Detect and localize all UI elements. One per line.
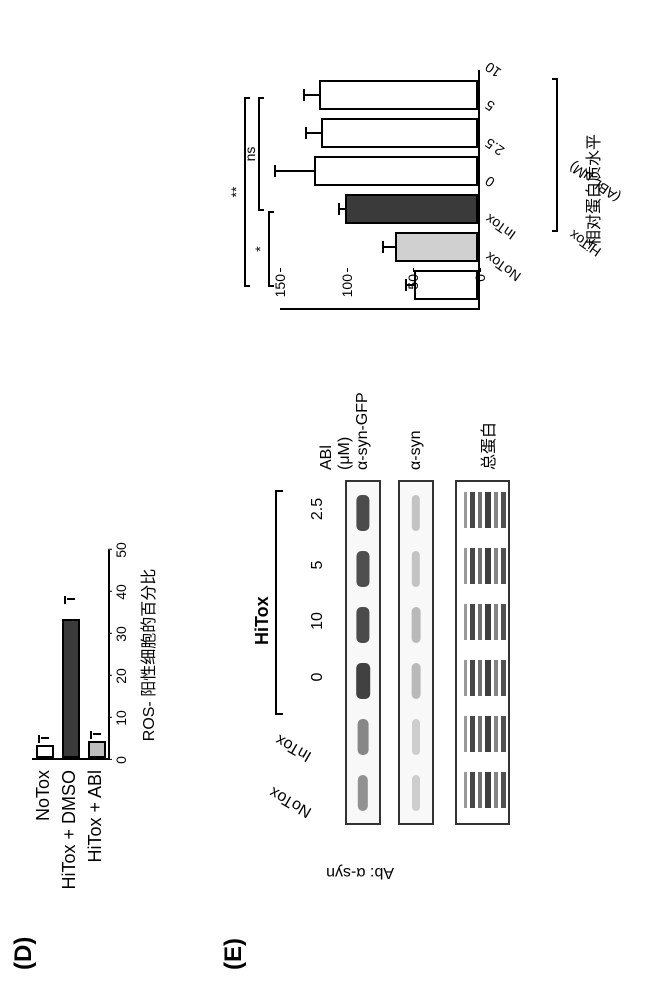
d-xtick: 50 [113,542,129,558]
row-label-asyn: α-syn [407,350,425,470]
sig-line-1 [258,97,264,211]
sig-text-2: ** [228,187,244,198]
total-protein-gel [455,480,510,825]
blot-band [356,663,370,699]
e-hitox-bracket [552,78,558,232]
d-bar-1 [62,619,80,758]
blot-band [412,495,420,531]
gel-lane-0 [460,769,505,811]
d-bar-2 [88,741,106,758]
e-bar-5 [319,80,478,110]
blot-row-1 [398,480,434,825]
blot-band [412,663,421,699]
d-err-1 [67,598,75,619]
blot-band [358,775,368,811]
d-cat-1: HiTox + DMSO [56,770,82,970]
blot-band [356,495,369,531]
d-cat-0: NoTox [30,770,56,970]
e-plot-area [280,70,480,310]
d-err-0 [41,737,49,745]
d-xtick: 0 [113,756,129,764]
e-errorbar-4 [305,132,321,134]
e-bar-2 [345,194,478,224]
blot-band [412,719,420,755]
e-bar-4 [321,118,478,148]
gel-lane-5 [460,489,505,531]
e-bar-3 [314,156,478,186]
blot-row-0 [345,480,381,825]
gel-lane-3 [460,601,505,643]
e-errorbar-3 [274,170,314,172]
d-xtick: 30 [113,626,129,642]
e-yaxis-label: 相对蛋白质水平 [580,80,604,300]
blot-band [412,775,420,811]
e-bar-chart: *ns** 050100150 NoToxInTox02.5510 HiTox … [250,30,580,360]
antibody-label: Ab: α-syn [326,863,394,881]
gel-lane-2 [460,657,505,699]
e-errorbar-2 [338,208,345,210]
hitox-lane-0: 0 [309,673,327,682]
d-bar-0 [36,745,54,758]
e-ytick: 100 [339,274,355,314]
hitox-lane-1: 10 [309,612,327,630]
hitox-lane-2: 5 [309,561,327,570]
d-xtick: 40 [113,584,129,600]
row-label-gfp: α-syn-GFP [354,350,372,470]
d-category-labels: NoTox HiTox + DMSO HiTox + ABl [30,770,108,970]
sig-text-0: * [252,246,268,251]
hitox-label: HiTox [252,596,273,645]
sig-line-2 [244,97,250,287]
e-bar-0 [414,270,478,300]
hitox-bracket [275,490,283,715]
gel-lane-1 [460,713,505,755]
d-xaxis-label: ROS- 阳性细胞的百分比 [135,550,159,760]
row-label-total: 总蛋白 [475,350,499,470]
e-ytick: 150 [272,274,288,314]
lane-label-notox: NoTox [267,782,315,820]
blot-band [412,607,421,643]
blot-band [358,719,369,755]
panel-d: (D) NoTox HiTox + DMSO HiTox + ABl 01020… [10,510,190,970]
e-ytick: 50 [405,274,421,314]
lane-label-intox: InTox [273,730,315,765]
abi-unit-label: ABl (μM) [318,437,354,470]
panel-e: (E) Ab: α-syn NoTox InTox HiTox 0 10 5 2… [220,30,640,970]
panel-e-label: (E) [220,938,248,970]
d-plot-area [32,550,110,760]
e-errorbar-5 [303,94,319,96]
e-ytick: 0 [472,274,488,314]
blot-band [356,607,369,643]
blot-band [412,551,420,587]
hitox-lane-3: 2.5 [309,498,327,520]
e-bar-1 [395,232,478,262]
blot-band [356,551,369,587]
d-xtick: 10 [113,710,129,726]
e-errorbar-1 [382,246,395,248]
d-cat-2: HiTox + ABl [82,770,108,970]
d-err-2 [93,733,101,741]
gel-lane-4 [460,545,505,587]
d-xtick: 20 [113,668,129,684]
figure-root: (D) NoTox HiTox + DMSO HiTox + ABl 01020… [0,0,658,1000]
